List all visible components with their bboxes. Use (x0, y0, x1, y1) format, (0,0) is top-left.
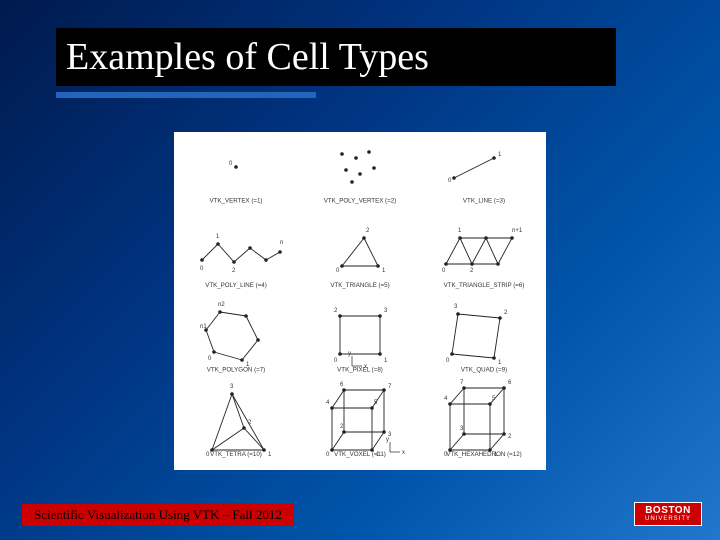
svg-text:0: 0 (208, 356, 212, 362)
footer-text: Scientific Visualization Using VTK – Fal… (34, 507, 282, 523)
svg-text:7: 7 (460, 380, 464, 386)
svg-text:VTK_PIXEL (=8): VTK_PIXEL (=8) (337, 367, 383, 374)
cell-types-figure: 0VTK_VERTEX (=1)VTK_POLY_VERTEX (=2)01VT… (174, 132, 546, 470)
logo-bottom-text: UNIVERSITY (645, 516, 691, 522)
svg-text:4: 4 (444, 396, 448, 402)
svg-text:0: 0 (326, 452, 330, 458)
title-bar: Examples of Cell Types (56, 28, 616, 86)
svg-text:3: 3 (230, 384, 234, 390)
svg-text:VTK_POLY_VERTEX (=2): VTK_POLY_VERTEX (=2) (324, 198, 397, 205)
svg-text:0: 0 (442, 268, 446, 274)
svg-text:VTK_QUAD (=9): VTK_QUAD (=9) (461, 367, 507, 374)
svg-text:3: 3 (384, 308, 388, 314)
svg-text:2: 2 (470, 268, 474, 274)
svg-text:4: 4 (326, 400, 330, 406)
svg-text:VTK_TRIANGLE_STRIP (=6): VTK_TRIANGLE_STRIP (=6) (444, 282, 525, 289)
svg-text:y: y (348, 351, 351, 357)
svg-text:3: 3 (454, 304, 458, 310)
svg-text:2: 2 (232, 268, 236, 274)
svg-text:0: 0 (336, 268, 340, 274)
svg-text:n2: n2 (218, 302, 225, 308)
svg-text:1: 1 (458, 228, 462, 234)
svg-text:2: 2 (508, 434, 512, 440)
svg-text:3: 3 (460, 426, 464, 432)
svg-text:0: 0 (229, 161, 233, 167)
svg-text:0: 0 (334, 358, 338, 364)
svg-text:5: 5 (492, 396, 496, 402)
svg-text:6: 6 (508, 380, 512, 386)
logo-top-text: BOSTON (645, 506, 691, 516)
svg-text:7: 7 (388, 384, 392, 390)
svg-text:2: 2 (366, 228, 370, 234)
svg-text:1: 1 (498, 152, 502, 158)
svg-text:VTK_POLY_LINE (=4): VTK_POLY_LINE (=4) (205, 282, 267, 289)
svg-text:x: x (402, 450, 405, 456)
svg-text:1: 1 (216, 234, 220, 240)
cell-types-svg: 0VTK_VERTEX (=1)VTK_POLY_VERTEX (=2)01VT… (174, 132, 546, 470)
svg-text:0: 0 (448, 178, 452, 184)
footer-bar: Scientific Visualization Using VTK – Fal… (22, 504, 294, 526)
svg-text:y: y (386, 437, 389, 443)
svg-text:2: 2 (334, 308, 338, 314)
svg-text:VTK_VOXEL (=11): VTK_VOXEL (=11) (334, 451, 386, 458)
university-logo: BOSTON UNIVERSITY (634, 502, 702, 526)
title-underline (56, 92, 316, 98)
svg-text:VTK_POLYGON (=7): VTK_POLYGON (=7) (207, 367, 266, 374)
svg-text:VTK_LINE (=3): VTK_LINE (=3) (463, 198, 505, 205)
svg-text:0: 0 (446, 358, 450, 364)
svg-text:VTK_HEXAHEDRON (=12): VTK_HEXAHEDRON (=12) (446, 451, 521, 458)
svg-text:1: 1 (382, 268, 386, 274)
svg-text:n+1: n+1 (512, 228, 523, 234)
svg-text:2: 2 (248, 420, 252, 426)
svg-text:6: 6 (340, 382, 344, 388)
svg-text:VTK_TETRA (=10): VTK_TETRA (=10) (210, 451, 262, 458)
svg-text:1: 1 (268, 452, 272, 458)
slide-title: Examples of Cell Types (66, 35, 429, 79)
svg-text:VTK_TRIANGLE (=5): VTK_TRIANGLE (=5) (330, 282, 389, 289)
svg-text:2: 2 (340, 424, 344, 430)
svg-text:1: 1 (384, 358, 388, 364)
svg-text:1: 1 (498, 360, 502, 366)
svg-text:2: 2 (504, 310, 508, 316)
svg-text:5: 5 (374, 400, 378, 406)
svg-text:n1: n1 (200, 324, 207, 330)
svg-text:VTK_VERTEX (=1): VTK_VERTEX (=1) (209, 198, 262, 205)
svg-text:0: 0 (200, 266, 204, 272)
svg-text:n: n (280, 240, 283, 246)
